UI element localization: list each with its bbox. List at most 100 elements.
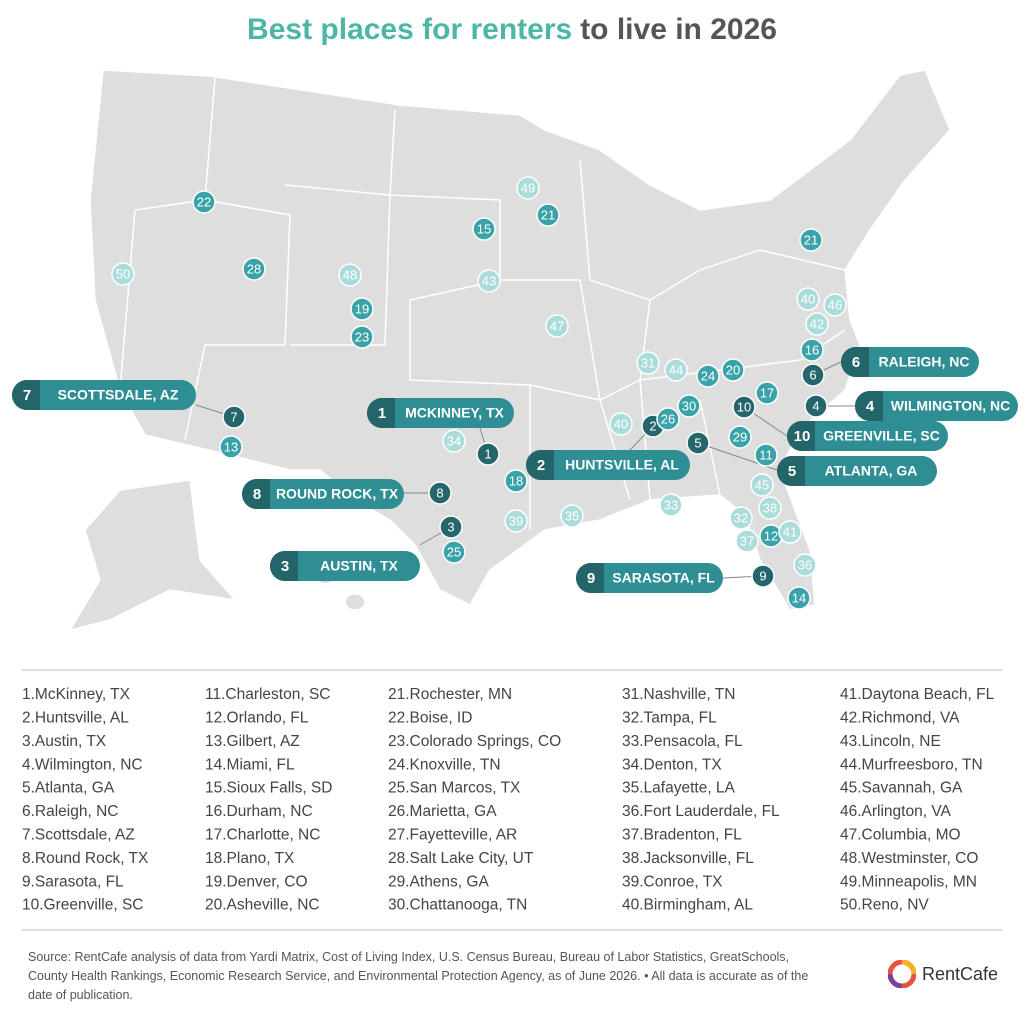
city-marker-label: 39 <box>509 513 523 528</box>
ranking-item: 5.Atlanta, GA <box>22 780 115 797</box>
state-line <box>184 199 291 441</box>
city-marker-label: 36 <box>798 557 812 572</box>
ranking-item: 50.Reno, NV <box>840 897 929 914</box>
ranking-item: 27.Fayetteville, AR <box>388 826 517 843</box>
city-marker-label: 20 <box>726 362 740 377</box>
ranking-item: 24.Knoxville, TN <box>388 756 501 773</box>
city-marker-label: 15 <box>477 221 491 236</box>
city-marker <box>504 469 528 493</box>
city-marker <box>787 586 811 610</box>
state-line <box>389 109 531 530</box>
city-marker <box>758 496 782 520</box>
city-marker <box>754 443 778 467</box>
city-marker <box>793 553 817 577</box>
city-marker-label: 47 <box>550 318 564 333</box>
ranking-item: 11.Charleston, SC <box>205 686 331 703</box>
callout-rank: 8 <box>253 486 261 503</box>
city-marker-label: 26 <box>661 411 675 426</box>
callout-pill <box>242 479 404 509</box>
city-marker-label: 25 <box>447 544 461 559</box>
callout-pill <box>526 450 690 480</box>
city-marker-label: 42 <box>810 316 824 331</box>
city-marker-label: 23 <box>355 329 369 344</box>
ranking-item: 17.Charlotte, NC <box>205 826 320 843</box>
city-marker <box>472 217 496 241</box>
callout-rank-bg <box>855 391 883 421</box>
callout-pill <box>787 421 948 451</box>
city-marker <box>755 381 779 405</box>
city-marker <box>696 364 720 388</box>
city-marker <box>219 435 243 459</box>
city-marker <box>801 363 825 387</box>
callout: 4 WILMINGTON, NC <box>855 391 1018 421</box>
callout-rank-bg <box>526 450 554 480</box>
city-marker <box>476 442 500 466</box>
callout: 8 ROUND ROCK, TX <box>242 479 404 509</box>
callout-rank: 6 <box>852 354 860 371</box>
city-marker <box>686 431 710 455</box>
ranking-item: 6.Raleigh, NC <box>22 803 119 820</box>
city-marker <box>664 358 688 382</box>
city-marker-label: 16 <box>805 342 819 357</box>
callout: 5 ATLANTA, GA <box>777 456 937 486</box>
city-marker <box>516 176 540 200</box>
ranking-item: 35.Lafayette, LA <box>622 780 736 797</box>
city-marker-label: 30 <box>682 398 696 413</box>
callout-pill <box>576 563 723 593</box>
callout-name: AUSTIN, TX <box>320 558 398 574</box>
city-marker-label: 50 <box>116 266 130 281</box>
city-marker-label: 12 <box>764 528 778 543</box>
callout: 1 MCKINNEY, TX <box>367 398 514 428</box>
callout-rank-bg <box>777 456 805 486</box>
city-marker-label: 34 <box>447 433 461 448</box>
city-marker <box>656 407 680 431</box>
ranking-item: 31.Nashville, TN <box>622 686 735 703</box>
city-marker <box>338 263 362 287</box>
callout: 10 GREENVILLE, SC <box>787 421 948 451</box>
city-marker <box>477 269 501 293</box>
city-marker <box>735 529 759 553</box>
ranking-item: 30.Chattanooga, TN <box>388 897 527 914</box>
city-marker-label: 22 <box>197 194 211 209</box>
ranking-item: 7.Scottsdale, AZ <box>22 826 135 843</box>
ranking-item: 28.Salt Lake City, UT <box>388 850 534 867</box>
ranking-item: 21.Rochester, MN <box>388 686 512 703</box>
callout-rank: 10 <box>794 428 811 445</box>
city-marker-label: 17 <box>760 385 774 400</box>
city-marker-label: 5 <box>694 435 701 450</box>
ranking-item: 45.Savannah, GA <box>840 780 963 797</box>
city-marker-label: 40 <box>801 291 815 306</box>
us-map <box>68 69 951 632</box>
city-marker-label: 44 <box>669 362 683 377</box>
city-marker-label: 11 <box>759 447 773 462</box>
ranking-item: 47.Columbia, MO <box>840 826 961 843</box>
city-marker <box>242 257 266 281</box>
city-marker <box>796 287 820 311</box>
city-marker-label: 7 <box>230 409 237 424</box>
ranking-item: 16.Durham, NC <box>205 803 313 820</box>
city-marker-label: 45 <box>755 477 769 492</box>
city-marker-label: 2 <box>649 418 656 433</box>
callout: 6 RALEIGH, NC <box>841 347 979 377</box>
city-marker-label: 21 <box>804 232 818 247</box>
ranking-item: 23.Colorado Springs, CO <box>388 733 561 750</box>
city-marker <box>536 203 560 227</box>
callout-pill <box>367 398 514 428</box>
ranking-item: 15.Sioux Falls, SD <box>205 780 333 797</box>
callout-name: ROUND ROCK, TX <box>276 486 399 502</box>
logo: RentCafe <box>888 960 998 988</box>
city-marker-label: 32 <box>734 510 748 525</box>
city-marker <box>728 425 752 449</box>
contiguous-us <box>89 69 951 611</box>
hawaii <box>344 593 366 611</box>
city-marker <box>222 405 246 429</box>
city-marker-label: 21 <box>541 207 555 222</box>
city-marker <box>751 564 775 588</box>
source-note: Source: RentCafe analysis of data from Y… <box>28 950 809 1002</box>
callout-rank-bg <box>270 551 298 581</box>
ranking-item: 12.Orlando, FL <box>205 709 309 726</box>
ranking-item: 9.Sarasota, FL <box>22 873 124 890</box>
title-highlight: Best places for renters <box>247 13 572 46</box>
